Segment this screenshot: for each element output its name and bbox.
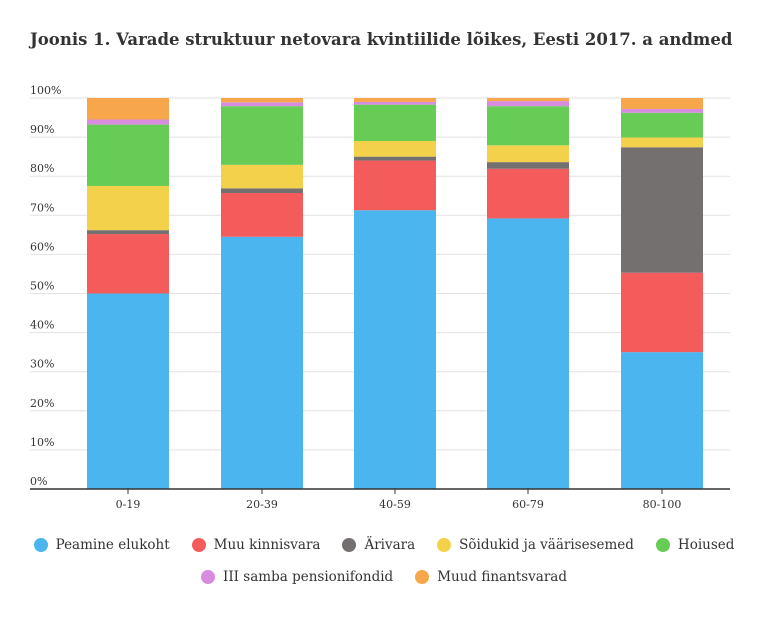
bar-segment [221,193,303,237]
bar-segment [621,108,703,113]
bar-segment [487,101,569,107]
legend-item[interactable]: Sõidukid ja väärisesemed [437,537,634,553]
chart-title: Joonis 1. Varade struktuur netovara kvin… [30,30,733,49]
y-tick-label: 70% [30,201,54,214]
y-tick-label: 40% [30,319,54,332]
bar-segment [87,124,169,186]
bar-segment [221,188,303,194]
bar-segment [354,160,436,211]
legend-swatch [33,538,48,552]
bar-segment [621,352,703,489]
bar-segment [354,98,436,102]
legend-item[interactable]: Muud finantsvarad [415,569,567,585]
stacked-bar-chart: 0% 10% 20% 30% 40% 50% 60% 70% 80% 90% 100% 0-19 20… [30,84,730,511]
legend: Peamine elukoht Muu kinnisvara Ärivara Sõid… [0,534,768,598]
bar-segment [487,106,569,146]
bar-segment [621,147,703,273]
bar-segment [487,218,569,490]
legend-row: Peamine elukoht Muu kinnisvara Ärivara Sõid… [0,534,768,556]
bar-segment [621,137,703,148]
legend-swatch [415,570,430,584]
legend-item[interactable]: Ärivara [342,537,415,553]
bar-segment [87,234,169,294]
legend-label: III samba pensionifondid [223,569,394,585]
bar-segment [621,272,703,353]
y-tick-label: 100% [30,84,61,97]
bar-segment [354,210,436,490]
bars [87,98,703,490]
y-tick-label: 50% [30,280,54,293]
y-tick-label: 80% [30,162,54,175]
bar-segment [487,162,569,169]
y-tick-label: 10% [30,436,54,449]
x-axis-ticks: 0-19 20-39 40-59 60-79 80-100 [116,489,682,511]
legend-swatch [191,538,206,552]
bar-segment [221,236,303,489]
bar-segment [221,106,303,165]
bar-segment [354,104,436,142]
legend-item[interactable]: Peamine elukoht [33,537,170,553]
bar-segment [354,141,436,157]
bar-segment [621,112,703,138]
x-tick-label: 0-19 [116,498,141,511]
bar-segment [487,145,569,163]
y-tick-label: 60% [30,240,54,253]
legend-swatch [437,538,452,552]
legend-label: Muu kinnisvara [213,537,321,553]
legend-swatch [342,538,357,552]
bar-segment [87,98,169,120]
bar-segment [87,185,169,231]
legend-label: Ärivara [364,537,416,553]
legend-item[interactable]: Muu kinnisvara [191,537,321,553]
y-axis-ticks: 0% 10% 20% 30% 40% 50% 60% 70% 80% 90% 100% [30,84,61,488]
bar-segment [621,98,703,109]
y-tick-label: 20% [30,397,54,410]
legend-label: Peamine elukoht [55,537,170,553]
bar-segment [221,102,303,107]
bar-segment [354,101,436,105]
y-tick-label: 90% [30,123,54,136]
legend-swatch [201,570,216,584]
bar-segment [87,119,169,125]
x-tick-label: 60-79 [512,498,544,511]
legend-item[interactable]: Hoiused [655,537,735,553]
legend-label: Muud finantsvarad [437,569,567,585]
y-tick-label: 30% [30,358,54,371]
legend-item[interactable]: III samba pensionifondid [201,569,393,585]
x-tick-label: 40-59 [379,498,411,511]
bar-segment [87,293,169,489]
bar-segment [487,168,569,219]
bar-segment [87,230,169,235]
legend-swatch [655,538,670,552]
legend-label: Hoiused [677,537,735,553]
x-tick-label: 80-100 [643,498,682,511]
x-tick-label: 20-39 [246,498,278,511]
bar-segment [354,156,436,161]
bar-segment [487,98,569,102]
legend-row: III samba pensionifondid Muud finantsvara… [0,566,768,588]
y-tick-label: 0% [30,475,47,488]
bar-segment [221,164,303,189]
bar-segment [221,98,303,103]
legend-label: Sõidukid ja väärisesemed [459,537,634,553]
